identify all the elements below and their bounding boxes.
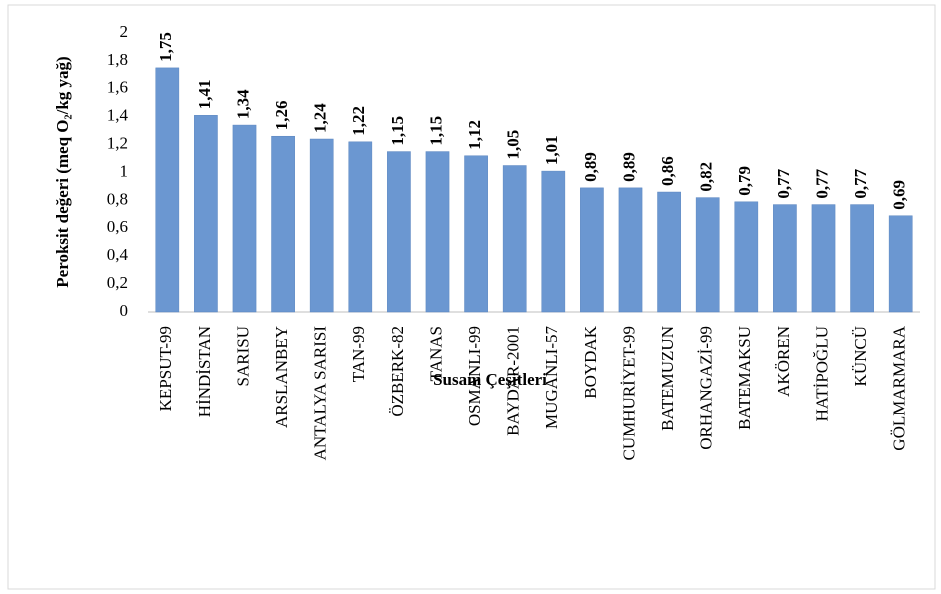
value-label: 0,69 — [890, 180, 909, 210]
x-tick-label: SARISU — [233, 326, 252, 386]
bar — [657, 191, 681, 313]
x-tick-label: BAYDAR-2001 — [504, 326, 523, 436]
value-label: 0,79 — [735, 166, 754, 196]
bar — [773, 204, 797, 313]
bar — [387, 151, 411, 313]
value-label: 1,34 — [233, 89, 252, 119]
bar — [850, 204, 874, 313]
x-tick-label: GÖLMARMARA — [890, 325, 909, 450]
y-tick-label: 0,8 — [107, 189, 128, 208]
value-label: 1,15 — [426, 116, 445, 146]
bar — [695, 197, 720, 313]
bar — [232, 124, 257, 313]
x-tick-label: OSMANLI-99 — [465, 326, 484, 426]
value-label: 1,41 — [195, 80, 214, 110]
value-label: 0,86 — [658, 156, 677, 186]
y-tick-label: 1,6 — [107, 78, 128, 97]
value-label: 0,77 — [774, 168, 793, 198]
y-tick-label: 0,4 — [107, 245, 129, 264]
bar — [464, 155, 488, 313]
value-label: 1,75 — [156, 32, 175, 62]
x-tick-label: ANTALYA SARISI — [311, 326, 330, 461]
x-tick-label: TAN-99 — [349, 326, 368, 382]
bar — [194, 115, 218, 313]
bar — [888, 215, 913, 313]
x-tick-label: ARSLANBEY — [272, 326, 291, 428]
value-label: 1,24 — [311, 103, 330, 133]
y-tick-label: 1 — [120, 161, 129, 180]
x-tick-label: BATEMUZUN — [658, 326, 677, 431]
x-tick-label: BATEMAKSU — [735, 326, 754, 430]
value-label: 0,77 — [812, 168, 831, 198]
x-tick-label: AKÖREN — [774, 326, 793, 397]
y-tick-label: 0,6 — [107, 217, 128, 236]
value-label: 0,89 — [581, 152, 600, 182]
x-tick-label: BOYDAK — [581, 325, 600, 398]
x-axis-title: Susam Çeşitleri — [433, 370, 547, 389]
bar — [580, 187, 604, 313]
bar — [734, 201, 759, 313]
bar — [811, 204, 836, 313]
bar — [271, 135, 295, 313]
value-label: 1,05 — [504, 130, 523, 160]
y-tick-label: 1,4 — [107, 106, 129, 125]
value-label: 0,77 — [851, 168, 870, 198]
bar — [309, 138, 334, 313]
x-tick-label: KÜNCÜ — [851, 326, 870, 386]
x-tick-label: MUGANLI-57 — [542, 326, 561, 429]
x-tick-label: CUMHURİYET-99 — [619, 326, 638, 460]
bar — [541, 170, 566, 313]
x-tick-label: ÖZBERK-82 — [388, 326, 407, 417]
value-label: 0,82 — [697, 162, 716, 192]
y-tick-label: 1,2 — [107, 134, 128, 153]
value-label: 1,12 — [465, 120, 484, 150]
value-label: 1,15 — [388, 116, 407, 146]
bar — [425, 151, 450, 313]
y-tick-label: 0,2 — [107, 273, 128, 292]
value-label: 1,26 — [272, 100, 291, 130]
x-tick-label: HATİPOĞLU — [812, 326, 831, 421]
y-tick-label: 1,8 — [107, 50, 128, 69]
value-label: 1,22 — [349, 106, 368, 136]
bar — [155, 67, 180, 313]
x-tick-label: HİNDİSTAN — [195, 326, 214, 417]
x-tick-label: TANAS — [426, 326, 445, 381]
value-label: 0,89 — [619, 152, 638, 182]
x-tick-label: ORHANGAZİ-99 — [697, 326, 716, 450]
bar — [348, 141, 373, 313]
y-tick-label: 0 — [120, 301, 129, 320]
bar — [618, 187, 643, 313]
value-label: 1,01 — [542, 135, 561, 165]
x-tick-label: KEPSUT-99 — [156, 326, 175, 411]
bar — [502, 165, 527, 313]
y-tick-label: 2 — [120, 22, 129, 41]
y-axis-title: Peroksit değeri (meq O₂/kg yağ) — [53, 56, 72, 287]
